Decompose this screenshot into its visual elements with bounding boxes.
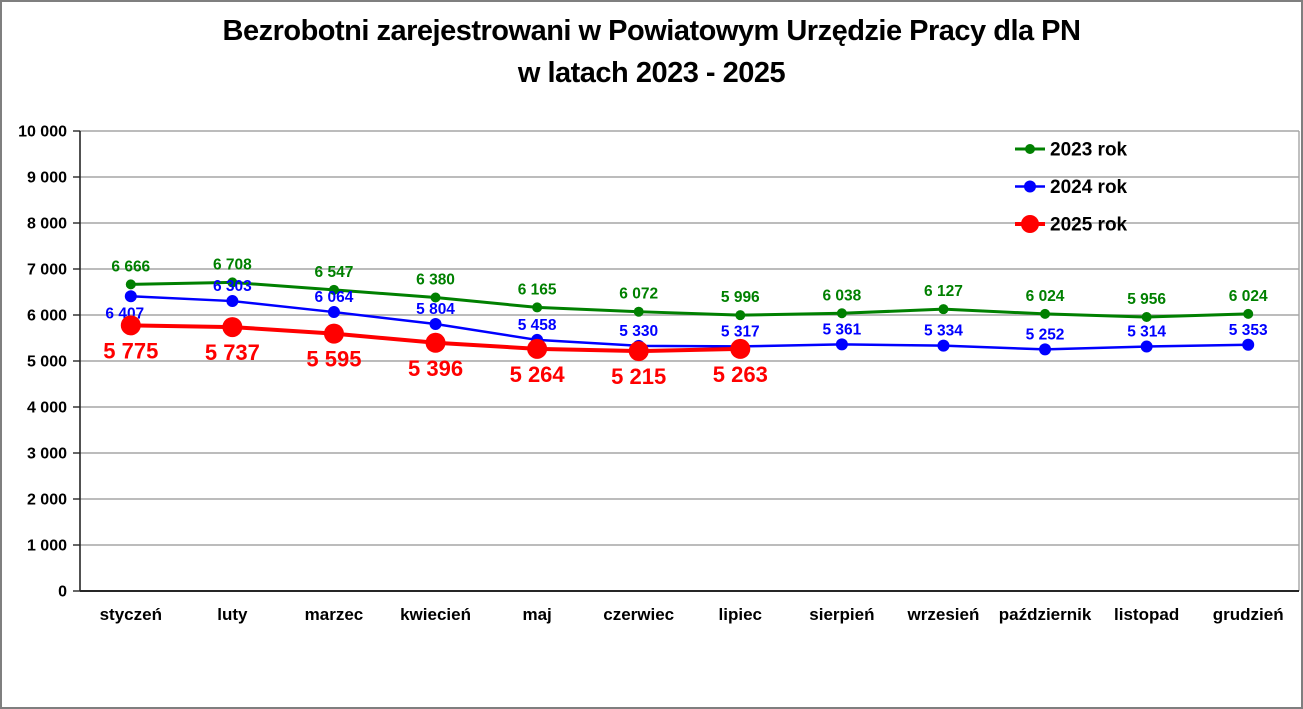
data-point-marker: [836, 308, 847, 319]
legend-label: 2025 rok: [1050, 215, 1128, 236]
data-point-marker: [327, 306, 340, 319]
x-axis-label: styczeń: [100, 605, 162, 624]
y-axis-tick-label: 9 000: [27, 170, 67, 187]
y-axis-tick-label: 1 000: [27, 538, 67, 555]
x-axis-label: kwiecień: [400, 605, 471, 624]
data-point-marker: [1039, 343, 1052, 356]
data-point-label: 5 252: [1026, 326, 1065, 343]
x-axis-label: luty: [217, 605, 248, 624]
data-point-marker: [226, 295, 239, 308]
data-point-label: 5 334: [924, 323, 963, 340]
data-point-label: 6 666: [111, 258, 150, 275]
data-point-label: 5 330: [619, 323, 658, 340]
data-point-marker: [328, 284, 339, 295]
data-point-label: 5 396: [408, 356, 463, 381]
data-point-label: 5 215: [611, 364, 666, 389]
legend-label: 2023 rok: [1050, 140, 1128, 161]
data-point-marker: [1243, 308, 1254, 319]
data-point-label: 5 317: [721, 323, 760, 340]
x-axis-label: maj: [522, 605, 551, 624]
data-point-label: 5 737: [205, 340, 260, 365]
series-line-2023-rok: [129, 280, 1250, 319]
legend-point-marker: [1021, 215, 1039, 233]
data-point-marker: [835, 338, 848, 351]
data-point-label: 5 804: [416, 301, 455, 318]
y-axis-tick-label: 0: [58, 584, 67, 601]
data-point-marker: [730, 338, 751, 359]
data-point-label: 6 127: [924, 283, 963, 300]
legend-item-2023-rok: 2023 rok: [1015, 140, 1128, 161]
data-point-marker: [125, 279, 136, 290]
data-point-label: 5 353: [1229, 322, 1268, 339]
y-axis-tick-label: 3 000: [27, 446, 67, 463]
series-line-2024-rok: [129, 295, 1250, 351]
x-axis-label: październik: [999, 605, 1092, 624]
data-point-marker: [227, 277, 238, 288]
chart-title-line2: w latach 2023 - 2025: [517, 57, 786, 89]
data-point-marker: [222, 317, 243, 338]
x-axis-label: listopad: [1114, 605, 1179, 624]
data-point-label: 6 165: [518, 281, 557, 298]
chart-title: Bezrobotni zarejestrowani w Powiatowym U…: [2, 10, 1301, 94]
data-point-label: 5 264: [510, 362, 566, 387]
y-axis-tick-label: 6 000: [27, 308, 67, 325]
data-point-marker: [323, 323, 344, 344]
data-point-marker: [120, 315, 141, 336]
data-point-label: 6 303: [213, 278, 252, 295]
x-axis-label: lipiec: [719, 605, 762, 624]
data-point-marker: [430, 292, 441, 303]
x-axis-label: wrzesień: [907, 605, 980, 624]
y-axis-tick-label: 2 000: [27, 492, 67, 509]
legend-point-marker: [1025, 144, 1035, 154]
x-axis-label: sierpień: [809, 605, 874, 624]
data-point-marker: [425, 332, 446, 353]
data-point-label: 6 380: [416, 272, 455, 289]
data-point-label: 5 775: [103, 338, 158, 363]
x-axis-label: czerwiec: [603, 605, 674, 624]
data-point-label: 5 458: [518, 317, 557, 334]
legend-point-marker: [1024, 180, 1036, 193]
x-axis-label: grudzień: [1213, 605, 1284, 624]
data-point-label: 5 595: [306, 347, 361, 372]
data-point-label: 5 361: [822, 321, 861, 338]
data-point-label: 6 038: [822, 287, 861, 304]
data-point-marker: [527, 338, 548, 359]
legend-label: 2024 rok: [1050, 177, 1128, 198]
legend-item-2024-rok: 2024 rok: [1015, 177, 1128, 198]
data-point-marker: [1140, 340, 1153, 353]
data-point-label: 6 024: [1229, 288, 1268, 305]
y-axis-tick-label: 8 000: [27, 216, 67, 233]
data-point-marker: [628, 341, 649, 362]
data-point-marker: [1141, 312, 1152, 323]
legend-item-2025-rok: 2025 rok: [1015, 215, 1128, 236]
data-point-marker: [1242, 338, 1255, 351]
data-point-marker: [429, 318, 442, 331]
data-point-marker: [735, 310, 746, 321]
data-point-label: 6 024: [1026, 288, 1065, 305]
y-axis-tick-label: 7 000: [27, 262, 67, 279]
data-point-label: 6 064: [315, 289, 354, 306]
x-axis-label: marzec: [305, 605, 364, 624]
data-point-marker: [633, 306, 644, 317]
data-point-label: 6 072: [619, 286, 658, 303]
chart-title-line1: Bezrobotni zarejestrowani w Powiatowym U…: [222, 15, 1081, 47]
data-point-label: 5 996: [721, 289, 760, 306]
data-point-marker: [532, 302, 543, 313]
data-point-marker: [1040, 308, 1051, 319]
data-point-label: 5 263: [713, 362, 768, 387]
data-point-marker: [124, 290, 137, 303]
data-point-label: 6 708: [213, 256, 252, 273]
data-point-label: 5 956: [1127, 291, 1166, 308]
data-point-marker: [938, 304, 949, 315]
y-axis-tick-label: 5 000: [27, 354, 67, 371]
data-point-label: 6 547: [315, 264, 354, 281]
data-point-marker: [937, 339, 950, 352]
y-axis-tick-label: 10 000: [18, 124, 67, 141]
data-point-label: 5 314: [1127, 324, 1166, 341]
y-axis-tick-label: 4 000: [27, 400, 67, 417]
